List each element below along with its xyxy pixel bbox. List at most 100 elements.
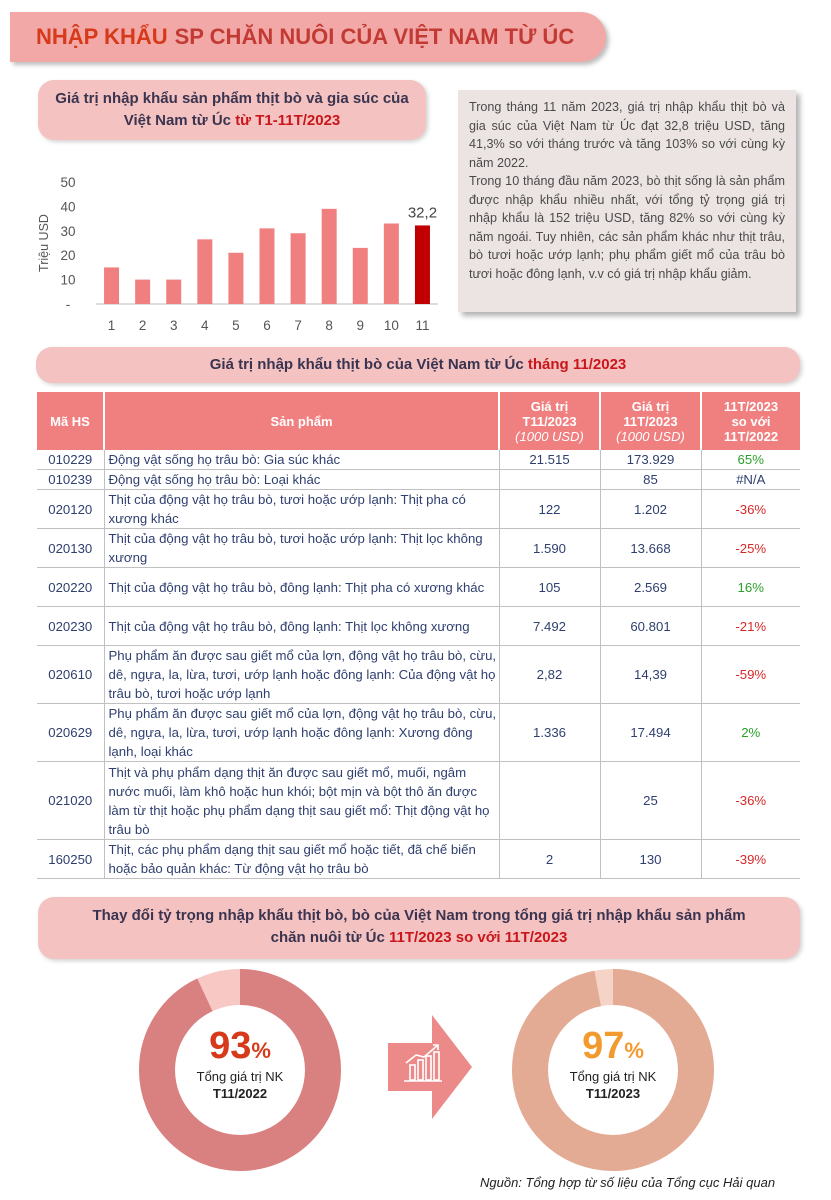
- table-row: 020629 Phụ phẩm ăn được sau giết mổ của l…: [37, 703, 800, 762]
- x-tick-label: 11: [415, 318, 429, 333]
- table-row: 010229 Động vật sống họ trâu bò: Gia súc …: [37, 450, 800, 470]
- x-tick-label: 1: [108, 318, 116, 333]
- y-tick-label: 20: [60, 248, 75, 263]
- product-cell: Thịt của động vật họ trâu bò, tươi hoặc …: [104, 489, 500, 529]
- change-cell: -36%: [701, 489, 800, 529]
- value-t11-cell: [499, 761, 601, 840]
- product-cell: Thịt của động vật họ trâu bò, tươi hoặc …: [104, 528, 500, 568]
- value-11t-cell: 85: [600, 469, 702, 490]
- y-tick-label: -: [66, 297, 71, 312]
- x-tick-label: 5: [232, 318, 240, 333]
- value-11t-cell: 173.929: [600, 450, 702, 470]
- table-header: Giá trị nhập khẩu thịt bò của Việt Nam t…: [36, 347, 800, 383]
- table-row: 010239 Động vật sống họ trâu bò: Loại khá…: [37, 469, 800, 490]
- commentary-paragraph-1: Trong tháng 11 năm 2023, giá trị nhập kh…: [469, 100, 785, 170]
- change-cell: 16%: [701, 567, 800, 607]
- x-tick-label: 6: [263, 318, 271, 333]
- y-axis-label: Triệu USD: [37, 214, 51, 272]
- share-header: Thay đổi tỷ trọng nhập khẩu thịt bò, bò …: [38, 897, 800, 959]
- col-change-l1: 11T/2023: [723, 398, 779, 414]
- donut-right-label: 97% Tổng giá trị NK T11/2023: [533, 1025, 693, 1102]
- product-cell: Phụ phẩm ăn được sau giết mổ của lợn, độ…: [104, 703, 500, 762]
- product-cell: Phụ phẩm ăn được sau giết mổ của lợn, độ…: [104, 645, 500, 704]
- growth-chart-icon: [404, 1044, 442, 1082]
- bar: [228, 252, 244, 304]
- bar: [135, 279, 151, 304]
- y-tick-label: 40: [60, 199, 75, 214]
- col-header-t11: Giá trị T11/2023 (1000 USD): [498, 392, 600, 450]
- hs-code-cell: 021020: [37, 761, 105, 840]
- donut-left-label: 93% Tổng giá trị NK T11/2022: [160, 1025, 320, 1102]
- col-t11-unit: (1000 USD): [515, 428, 584, 444]
- y-tick-label: 30: [60, 224, 75, 239]
- hs-code-cell: 020230: [37, 606, 105, 646]
- col-header-code: Mã HS: [37, 392, 104, 450]
- y-tick-label: 10: [60, 273, 75, 288]
- donut-left-pct: %: [251, 1038, 271, 1063]
- table-row: 160250 Thịt, các phụ phẩm dạng thịt sau g…: [37, 839, 800, 879]
- hs-code-cell: 020120: [37, 489, 105, 529]
- hs-code-cell: 020610: [37, 645, 105, 704]
- col-t11-l1: Giá trị: [530, 398, 569, 414]
- value-t11-cell: 1.590: [499, 528, 601, 568]
- x-tick-label: 9: [357, 318, 365, 333]
- x-tick-label: 7: [294, 318, 302, 333]
- col-change-l2: so với: [731, 413, 771, 429]
- share-header-period: 11T/2023 so với 11T/2023: [389, 929, 568, 946]
- arrow-shape: [388, 1015, 472, 1119]
- donut-right-share: [512, 969, 714, 1171]
- bar: [414, 225, 430, 304]
- chart-header-line1: Giá trị nhập khẩu sản phẩm thịt bò và gi…: [55, 90, 409, 107]
- bar: [352, 247, 368, 304]
- value-t11-cell: [499, 469, 601, 490]
- table-header-text: Giá trị nhập khẩu thịt bò của Việt Nam t…: [209, 356, 524, 373]
- chart-header-period: từ T1-11T/2023: [235, 112, 341, 129]
- change-cell: -39%: [701, 839, 800, 879]
- table-row: 020120 Thịt của động vật họ trâu bò, tươi…: [37, 489, 800, 529]
- change-cell: #N/A: [701, 469, 800, 490]
- donut-left-share: [139, 969, 341, 1171]
- commentary-paragraph-2: Trong 10 tháng đầu năm 2023, bò thịt sốn…: [469, 174, 785, 281]
- hs-code-cell: 010239: [37, 469, 105, 490]
- bar-data-label: 32,2: [408, 204, 437, 221]
- product-cell: Thịt, các phụ phẩm dạng thịt sau giết mổ…: [104, 839, 500, 879]
- value-t11-cell: 105: [499, 567, 601, 607]
- hs-code-cell: 020629: [37, 703, 105, 762]
- hs-code-cell: 010229: [37, 450, 105, 470]
- value-11t-cell: 2.569: [600, 567, 702, 607]
- product-cell: Thịt của động vật họ trâu bò, đông lạnh:…: [104, 567, 500, 607]
- chart-header: Giá trị nhập khẩu sản phẩm thịt bò và gi…: [38, 80, 426, 140]
- col-t11-l2: T11/2023: [522, 413, 577, 429]
- col-change-l3: 11T/2022: [723, 428, 779, 444]
- value-t11-cell: 122: [499, 489, 601, 529]
- table-row: 020610 Phụ phẩm ăn được sau giết mổ của l…: [37, 645, 800, 704]
- change-cell: 2%: [701, 703, 800, 762]
- donut-right: [512, 969, 714, 1171]
- table-row: 020220 Thịt của động vật họ trâu bò, đông…: [37, 567, 800, 607]
- x-tick-label: 8: [325, 318, 333, 333]
- donut-right-caption: Tổng giá trị NK: [569, 1069, 657, 1084]
- source-note: Nguồn: Tổng hợp từ số liệu của Tổng cục …: [480, 1175, 776, 1190]
- value-t11-cell: 7.492: [499, 606, 601, 646]
- bar: [259, 228, 275, 304]
- table-row: 020130 Thịt của động vật họ trâu bò, tươi…: [37, 528, 800, 568]
- arrow-growth-icon: [388, 1015, 472, 1119]
- product-cell: Động vật sống họ trâu bò: Gia súc khác: [104, 450, 500, 470]
- title-rest: SP CHĂN NUÔI CỦA VIỆT NAM TỪ ÚC: [174, 24, 575, 49]
- bar: [321, 208, 337, 304]
- hs-code-cell: 020130: [37, 528, 105, 568]
- col-header-11t: Giá trị 11T/2023 (1000 USD): [599, 392, 701, 450]
- chart-header-line2: Việt Nam từ Úc: [123, 112, 232, 129]
- change-cell: -25%: [701, 528, 800, 568]
- bar: [290, 233, 306, 304]
- value-11t-cell: 130: [600, 839, 702, 879]
- bar: [197, 239, 213, 304]
- value-11t-cell: 17.494: [600, 703, 702, 762]
- product-cell: Thịt và phụ phẩm dạng thịt ăn được sau g…: [104, 761, 500, 840]
- value-11t-cell: 14,39: [600, 645, 702, 704]
- y-tick-label: 50: [60, 175, 75, 190]
- value-t11-cell: 21.515: [499, 450, 601, 470]
- value-11t-cell: 60.801: [600, 606, 702, 646]
- bar: [104, 267, 120, 304]
- table-row: 020230 Thịt của động vật họ trâu bò, đông…: [37, 606, 800, 646]
